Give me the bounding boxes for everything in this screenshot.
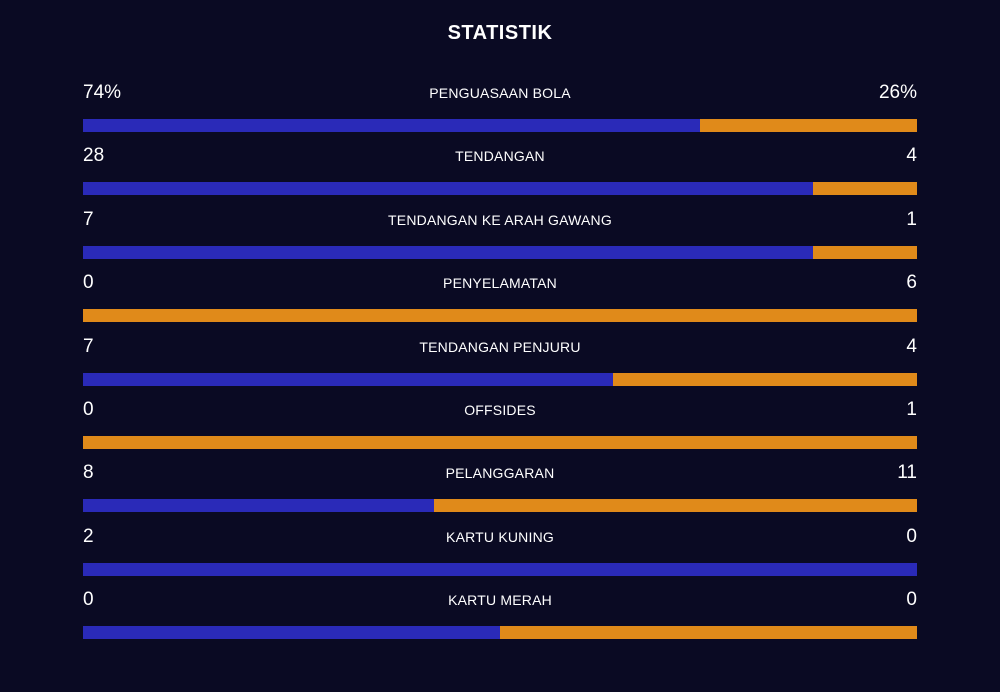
home-value: 74%	[83, 82, 122, 103]
stat-row-shots-on-target: 7 TENDANGAN KE ARAH GAWANG 1	[83, 207, 917, 270]
stat-row-red-cards: 0 KARTU MERAH 0	[83, 587, 917, 650]
away-value: 26%	[878, 82, 917, 103]
away-value: 0	[906, 589, 917, 611]
stat-label: KARTU KUNING	[446, 528, 554, 545]
comparison-bar	[83, 119, 917, 132]
home-value: 0	[83, 398, 94, 420]
stat-row-corners: 7 TENDANGAN PENJURU 4	[83, 334, 917, 397]
away-bar-segment	[434, 499, 917, 513]
away-bar-segment	[700, 119, 917, 132]
home-bar-segment	[83, 499, 435, 513]
stat-row-saves: 0 PENYELAMATAN 6	[83, 270, 917, 333]
stat-row-yellow-cards: 2 KARTU KUNING 0	[83, 524, 917, 587]
comparison-bar	[83, 562, 917, 576]
comparison-bar	[83, 309, 917, 323]
away-value: 11	[897, 462, 917, 484]
home-value: 0	[83, 589, 94, 611]
home-bar-segment	[83, 119, 701, 132]
stat-label: TENDANGAN KE ARAH GAWANG	[388, 211, 612, 228]
stat-row-fouls: 8 PELANGGARAN 11	[83, 460, 917, 523]
away-bar-segment	[83, 435, 917, 449]
away-bar-segment	[812, 245, 917, 259]
away-value: 6	[906, 272, 917, 294]
comparison-bar	[83, 245, 917, 259]
comparison-bar	[83, 499, 917, 513]
home-bar-segment	[83, 626, 500, 640]
home-value: 28	[83, 145, 105, 167]
stat-row-offsides: 0 OFFSIDES 1	[83, 397, 917, 460]
stat-label: PELANGGARAN	[445, 465, 555, 482]
away-bar-segment	[500, 626, 917, 640]
stat-label: OFFSIDES	[464, 401, 536, 418]
stat-label: PENYELAMATAN	[443, 275, 557, 292]
stats-list: 74% PENGUASAAN BOLA 26% 28 TENDANGAN 4 7…	[83, 80, 917, 651]
home-value: 7	[83, 208, 94, 230]
comparison-bar	[83, 435, 917, 449]
stat-label: TENDANGAN PENJURU	[419, 338, 581, 355]
home-value: 8	[83, 462, 94, 484]
comparison-bar	[83, 626, 917, 640]
home-bar-segment	[83, 245, 813, 259]
stat-row-shots: 28 TENDANGAN 4	[83, 143, 917, 206]
away-value: 1	[906, 398, 917, 420]
comparison-bar	[83, 372, 917, 386]
comparison-bar	[83, 182, 917, 196]
stat-row-ball-possession: 74% PENGUASAAN BOLA 26%	[83, 80, 917, 143]
home-value: 0	[83, 272, 94, 294]
away-value: 1	[906, 208, 917, 230]
stat-label: TENDANGAN	[455, 148, 545, 165]
stat-label: PENGUASAAN BOLA	[429, 85, 571, 101]
away-bar-segment	[812, 182, 917, 196]
home-bar-segment	[83, 372, 614, 386]
away-value: 0	[906, 525, 917, 547]
page-title: STATISTIK	[447, 22, 553, 44]
home-value: 7	[83, 335, 94, 357]
home-bar-segment	[83, 562, 917, 576]
away-value: 4	[906, 335, 917, 357]
stat-label: KARTU MERAH	[448, 592, 552, 609]
away-bar-segment	[83, 309, 917, 323]
away-value: 4	[906, 145, 917, 167]
home-value: 2	[83, 525, 94, 547]
away-bar-segment	[613, 372, 917, 386]
home-bar-segment	[83, 182, 813, 196]
